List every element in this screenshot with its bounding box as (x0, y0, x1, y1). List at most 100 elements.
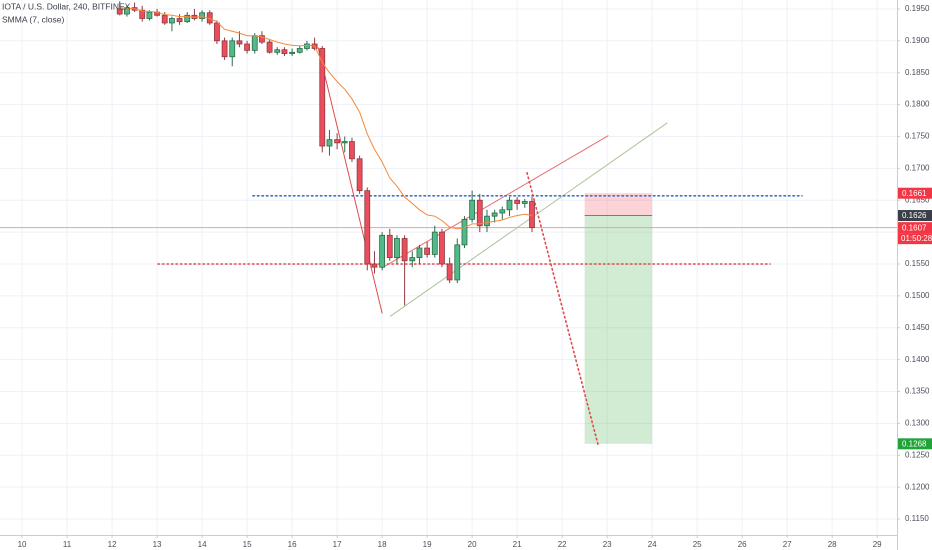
candle-body (319, 48, 326, 147)
x-tick-label: 20 (468, 540, 477, 549)
y-tick-label: 0.1700 (905, 163, 930, 172)
candle-body (214, 22, 220, 42)
x-tick-label: 11 (63, 540, 72, 549)
stop-zone (584, 193, 653, 216)
y-tick-label: 0.1200 (905, 482, 930, 491)
x-tick-label: 18 (378, 540, 387, 549)
y-tick-label: 0.1650 (905, 195, 930, 204)
y-tick-label: 0.1450 (905, 323, 930, 332)
y-tick-label: 0.1400 (905, 355, 930, 364)
smma-line (119, 7, 533, 230)
candle-body (289, 51, 295, 54)
candle-body (461, 218, 468, 246)
candle-body (274, 49, 281, 53)
y-tick-label: 0.1500 (905, 291, 930, 300)
x-tick-label: 29 (873, 540, 882, 549)
x-tick-label: 28 (828, 540, 837, 549)
price-label-box (898, 187, 932, 199)
chart-title: IOTA / U.S. Dollar, 240, BITFINEX (2, 1, 131, 11)
price-label: 0.1268 (902, 439, 927, 448)
candle-body (506, 199, 513, 211)
candle-body (439, 231, 445, 265)
candle-body (394, 238, 400, 259)
candle-body (116, 8, 123, 15)
y-tick-label: 0.1550 (905, 259, 930, 268)
x-tick-label: 24 (648, 540, 657, 549)
candle-body (296, 48, 303, 53)
candle-body (176, 18, 183, 23)
dotted-line (526, 172, 599, 446)
price-label-box (898, 210, 932, 222)
y-tick-label: 0.1150 (905, 514, 929, 523)
candle-body (499, 209, 506, 214)
candle-body (221, 40, 228, 58)
x-tick-label: 19 (423, 540, 432, 549)
candle-body (416, 247, 423, 259)
y-tick-label: 0.1750 (905, 132, 930, 141)
candle-body (454, 244, 461, 281)
plot (116, 1, 535, 306)
x-tick-label: 26 (738, 540, 747, 549)
candle-body (184, 14, 191, 23)
x-tick-label: 21 (513, 540, 522, 549)
axes: 0.1150 0.1200 0.1250 0.1300 0.1350 0.1400 0.14… (18, 4, 932, 549)
candle-body (146, 11, 153, 19)
candle-body (281, 49, 288, 54)
target-zone (584, 215, 653, 444)
candle-body (326, 139, 333, 147)
x-tick-label: 15 (243, 540, 252, 549)
candle-body (244, 43, 250, 51)
y-tick-label: 0.1250 (905, 450, 930, 459)
x-tick-label: 25 (693, 540, 702, 549)
candle-body (229, 40, 236, 58)
candle-body (386, 234, 393, 259)
candle-body (371, 263, 378, 268)
candle-body (334, 139, 341, 144)
candle-body (521, 201, 528, 204)
candle-body (379, 234, 386, 268)
trend-line (317, 47, 383, 314)
candle-body (446, 263, 453, 281)
grid (0, 0, 897, 535)
candle-body (431, 231, 438, 255)
legend-entry: SMMA (7, close) (2, 14, 65, 24)
candle-body (476, 199, 483, 227)
x-tick-label: 22 (558, 540, 567, 549)
candle-body (484, 215, 490, 227)
x-tick-label: 10 (18, 540, 27, 549)
x-tick-label: 23 (603, 540, 612, 549)
x-tick-label: 14 (198, 540, 207, 549)
candle-body (266, 41, 273, 53)
y-tick-label: 0.1900 (905, 36, 930, 45)
price-label: 0.1661 (902, 189, 927, 198)
candle-body (139, 9, 146, 19)
price-label: 0.1607 (902, 223, 927, 232)
candle-body (349, 141, 355, 160)
candle-body (169, 18, 175, 24)
y-tick-label: 0.1800 (905, 100, 930, 109)
candle-body (124, 7, 130, 15)
candle-body (364, 190, 371, 265)
y-tick-label: 0.1300 (905, 419, 930, 428)
candle-body (491, 212, 498, 217)
countdown: 01:50:28 (901, 234, 932, 243)
candle-body (469, 199, 476, 220)
candle-body (409, 257, 416, 262)
x-tick-label: 17 (333, 540, 342, 549)
trend-line (389, 122, 668, 317)
x-tick-label: 27 (783, 540, 792, 549)
candle-body (401, 238, 408, 262)
candle-body (199, 12, 205, 19)
candle-body (236, 40, 243, 45)
x-tick-label: 16 (288, 540, 297, 549)
price-label-box (898, 222, 932, 234)
candle-body (251, 35, 258, 51)
candle-body (304, 43, 310, 49)
countdown-box (898, 233, 932, 245)
candle-body (529, 201, 535, 229)
candle-body (424, 247, 431, 255)
candle-body (259, 35, 265, 43)
y-tick-label: 0.1950 (905, 4, 930, 13)
